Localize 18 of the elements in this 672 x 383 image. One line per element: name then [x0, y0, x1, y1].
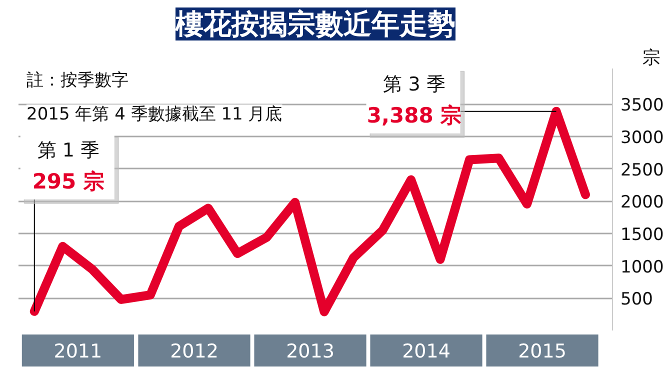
x-tick-label: 2014: [402, 340, 450, 362]
x-tick-label: 2011: [54, 340, 102, 362]
y-tick-label: 3000: [620, 128, 664, 148]
annotation: 註：按季數字: [26, 70, 128, 90]
y-tick-label: 1000: [620, 257, 664, 278]
annotation: 第 3 季 3,388 宗: [366, 73, 462, 128]
x-tick-label: 2013: [286, 340, 334, 362]
y-tick-label: 500: [620, 290, 653, 310]
y-tick-label: 2500: [620, 160, 664, 180]
annotation: 2015 年第 4 季數據截至 11 月底: [26, 104, 282, 124]
x-tick-label: 2015: [518, 340, 566, 362]
x-tick-label: 2012: [170, 340, 218, 362]
chart-title: 樓花按揭宗數近年走勢: [174, 8, 456, 40]
y-tick-label: 1500: [620, 224, 664, 245]
y-axis-title: 宗: [642, 48, 660, 68]
y-tick-label: 3500: [620, 96, 664, 116]
y-tick-label: 2000: [620, 192, 664, 213]
annotation: 第 1 季 295 宗: [32, 139, 104, 194]
